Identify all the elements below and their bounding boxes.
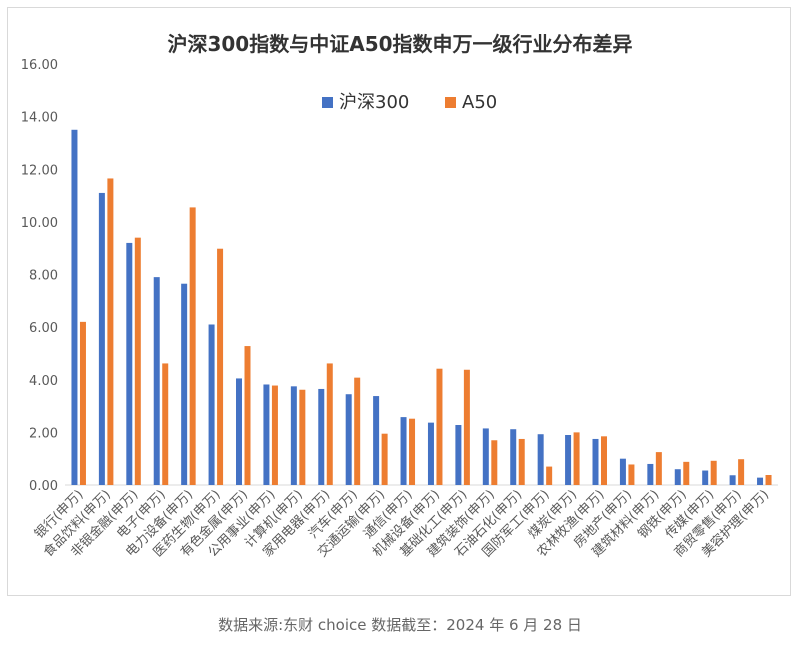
- bar-hs300: [373, 396, 380, 485]
- bar-hs300: [647, 463, 654, 485]
- y-tick-label: 8.00: [29, 269, 58, 284]
- legend-swatch-hs300: [322, 97, 333, 108]
- legend-label-hs300: 沪深300: [339, 92, 409, 113]
- bar-a50: [738, 459, 745, 485]
- bar-a50: [683, 461, 690, 485]
- bar-hs300: [345, 394, 352, 485]
- y-tick-label: 16.00: [21, 58, 58, 73]
- bar-hs300: [757, 477, 764, 485]
- bar-hs300: [318, 388, 325, 485]
- bar-a50: [436, 368, 443, 485]
- bar-hs300: [427, 422, 434, 485]
- bar-a50: [381, 433, 388, 485]
- y-tick-label: 10.00: [21, 216, 58, 231]
- bar-a50: [765, 475, 772, 485]
- bar-hs300: [565, 435, 572, 485]
- bar-hs300: [729, 475, 736, 485]
- bar-hs300: [153, 277, 160, 485]
- bar-a50: [134, 237, 141, 485]
- bar-a50: [518, 438, 525, 485]
- bar-hs300: [592, 438, 599, 485]
- bar-a50: [409, 418, 416, 485]
- bar-hs300: [619, 458, 626, 485]
- bar-a50: [601, 436, 607, 485]
- bar-a50: [217, 248, 224, 485]
- y-tick-label: 6.00: [29, 321, 58, 336]
- bar-hs300: [181, 283, 188, 485]
- legend-swatch-a50: [445, 97, 456, 108]
- y-tick-label: 0.00: [29, 479, 58, 494]
- bar-a50: [491, 440, 498, 485]
- bar-a50: [162, 363, 169, 485]
- bar-hs300: [400, 417, 407, 485]
- bar-hs300: [455, 425, 462, 485]
- bar-hs300: [263, 384, 270, 485]
- bar-hs300: [290, 386, 297, 485]
- bar-a50: [299, 389, 306, 485]
- bar-a50: [271, 385, 278, 485]
- bar-hs300: [702, 470, 709, 485]
- bar-a50: [326, 363, 333, 485]
- bar-hs300: [71, 129, 78, 485]
- bar-hs300: [208, 324, 215, 485]
- bar-hs300: [537, 434, 544, 485]
- y-tick-label: 12.00: [21, 163, 58, 178]
- bar-a50: [628, 464, 635, 485]
- y-tick-label: 4.00: [29, 374, 58, 389]
- bar-hs300: [482, 428, 489, 485]
- bar-a50: [354, 377, 361, 485]
- chart-title: 沪深300指数与中证A50指数申万一级行业分布差异: [167, 32, 632, 56]
- bar-a50: [573, 432, 580, 485]
- bar-a50: [107, 178, 114, 485]
- y-tick-label: 14.00: [21, 111, 58, 126]
- bar-hs300: [236, 378, 242, 485]
- bar-a50: [710, 460, 717, 485]
- source-note: 数据来源:东财 choice 数据截至：2024 年 6 月 28 日: [218, 616, 582, 634]
- bar-a50: [79, 321, 86, 485]
- bar-hs300: [674, 469, 681, 485]
- bar-a50: [244, 346, 251, 485]
- bar-a50: [546, 466, 553, 485]
- bar-a50: [655, 452, 662, 485]
- legend-label-a50: A50: [462, 92, 497, 113]
- y-tick-label: 2.00: [29, 426, 58, 441]
- bar-a50: [189, 207, 196, 485]
- bar-hs300: [98, 192, 105, 485]
- bar-a50: [463, 369, 470, 485]
- bar-hs300: [126, 242, 133, 485]
- bar-hs300: [510, 429, 517, 485]
